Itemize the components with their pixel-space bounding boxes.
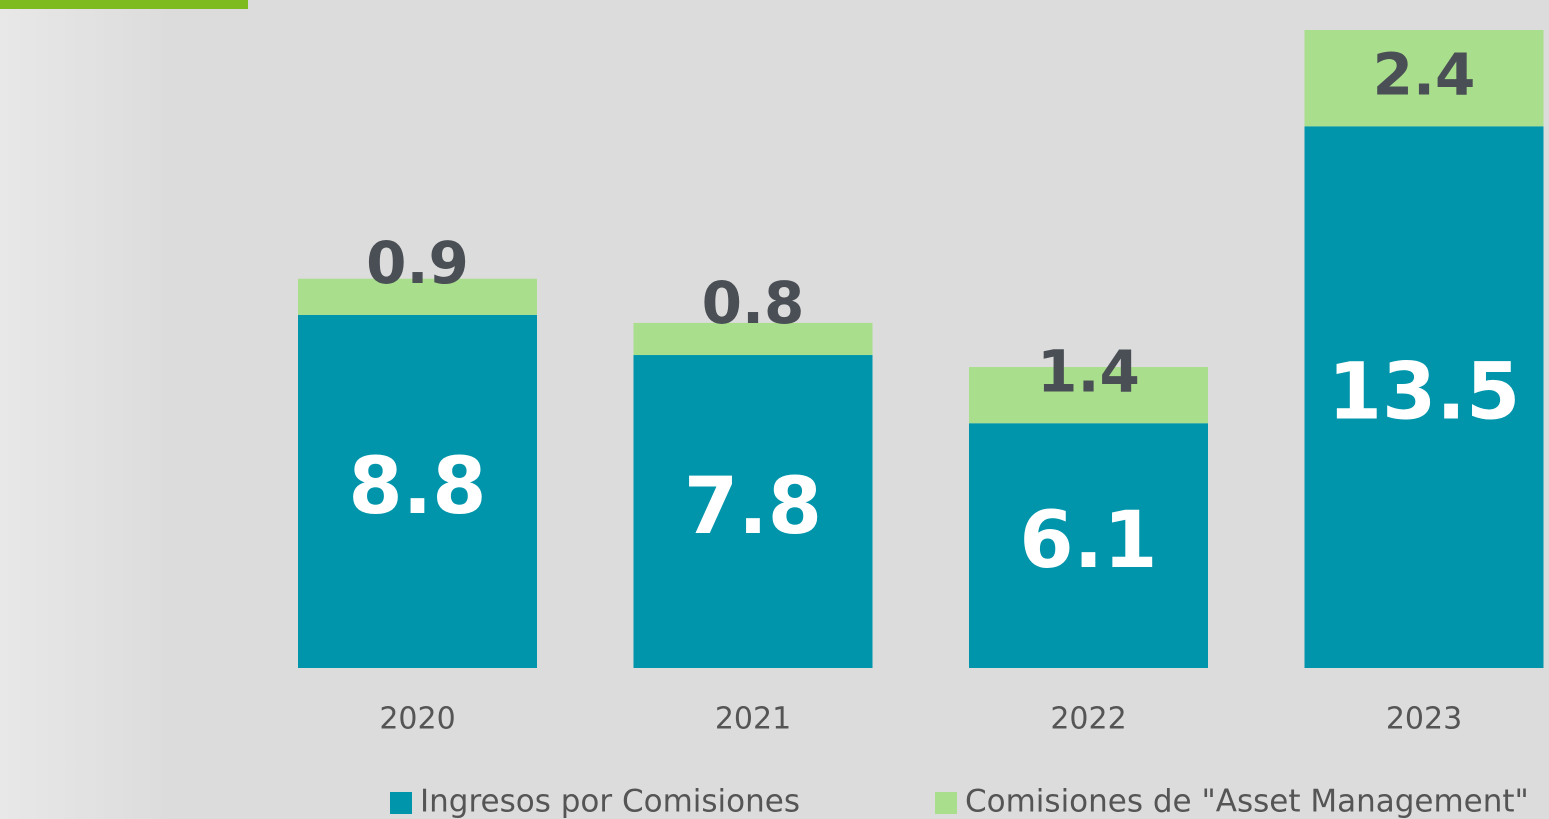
value-label: 1.4 (1037, 337, 1140, 405)
bar-segment (633, 322, 873, 356)
x-tick-label: 2020 (379, 702, 455, 737)
legend-label: Ingresos por Comisiones (420, 784, 800, 819)
value-label: 2.4 (1373, 40, 1476, 108)
legend-swatch (935, 792, 957, 814)
legend-label: Comisiones de "Asset Management" (965, 784, 1529, 819)
side-panel (0, 0, 170, 819)
bar-segment (1304, 30, 1544, 127)
bar-segment (969, 423, 1208, 668)
value-label: 0.9 (366, 229, 469, 297)
value-label: 13.5 (1328, 348, 1520, 438)
accent-bar (0, 0, 248, 9)
x-tick-label: 2022 (1050, 702, 1126, 737)
value-label: 6.1 (1019, 496, 1157, 586)
x-tick-label: 2023 (1386, 702, 1462, 737)
value-label: 8.8 (348, 442, 486, 532)
bar-segment (969, 367, 1208, 424)
bar-segment (1304, 126, 1544, 669)
bar-segment (633, 355, 873, 668)
value-label: 0.8 (702, 269, 805, 337)
x-tick-label: 2021 (715, 702, 791, 737)
legend-swatch (390, 792, 412, 814)
bar-segment (298, 278, 537, 315)
bar-segment (298, 314, 537, 668)
value-label: 7.8 (684, 462, 822, 552)
